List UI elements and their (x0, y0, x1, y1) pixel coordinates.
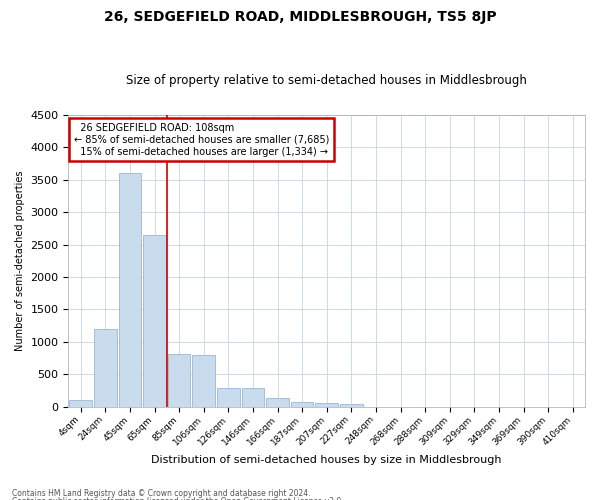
Text: 26 SEDGEFIELD ROAD: 108sqm
← 85% of semi-detached houses are smaller (7,685)
  1: 26 SEDGEFIELD ROAD: 108sqm ← 85% of semi… (74, 124, 329, 156)
Bar (193, 355, 215, 407)
Title: Size of property relative to semi-detached houses in Middlesbrough: Size of property relative to semi-detach… (126, 74, 527, 87)
Bar (242, 388, 264, 407)
Bar (168, 354, 190, 407)
Bar (143, 235, 166, 407)
Bar (70, 400, 92, 407)
X-axis label: Distribution of semi-detached houses by size in Middlesbrough: Distribution of semi-detached houses by … (151, 455, 502, 465)
Bar (340, 404, 362, 407)
Text: Contains public sector information licensed under the Open Government Licence v3: Contains public sector information licen… (12, 498, 344, 500)
Y-axis label: Number of semi-detached properties: Number of semi-detached properties (15, 170, 25, 351)
Bar (217, 388, 239, 407)
Bar (291, 402, 313, 407)
Bar (316, 404, 338, 407)
Text: 26, SEDGEFIELD ROAD, MIDDLESBROUGH, TS5 8JP: 26, SEDGEFIELD ROAD, MIDDLESBROUGH, TS5 … (104, 10, 496, 24)
Bar (94, 329, 116, 407)
Bar (119, 173, 141, 407)
Bar (266, 398, 289, 407)
Text: Contains HM Land Registry data © Crown copyright and database right 2024.: Contains HM Land Registry data © Crown c… (12, 488, 311, 498)
